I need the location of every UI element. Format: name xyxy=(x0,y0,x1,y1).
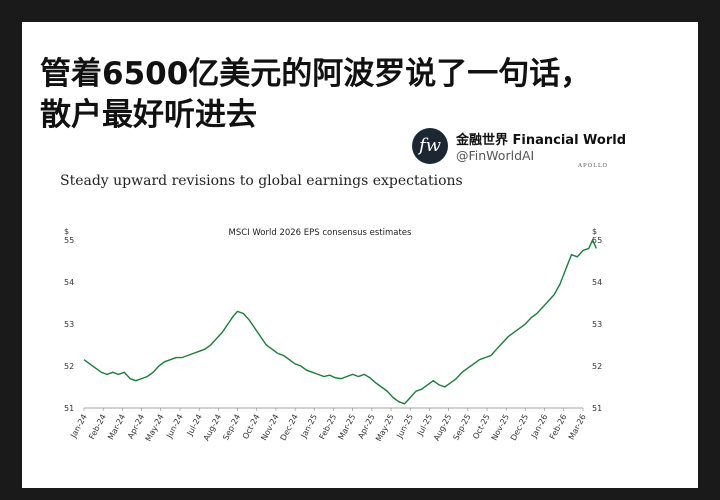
x-tick-label: Dec-25 xyxy=(509,413,530,442)
brand-label: APOLLO xyxy=(578,163,608,169)
x-tick-label: Oct-24 xyxy=(241,413,262,441)
post-headline: 管着6500亿美元的阿波罗说了一句话， 散户最好听进去 xyxy=(40,54,680,136)
y-unit-right: $ xyxy=(592,227,597,236)
x-tick-label: Nov-24 xyxy=(259,413,280,442)
x-tick-label: Jun-24 xyxy=(164,413,184,441)
y-tick-right: 54 xyxy=(592,278,602,287)
x-tick-label: Dec-24 xyxy=(279,413,300,442)
x-tick-label: Jan-25 xyxy=(299,413,319,441)
y-ticks-left: 51 52 53 54 55 xyxy=(64,236,74,413)
x-tick-label: Mar-26 xyxy=(567,413,588,442)
headline-line-1: 管着6500亿美元的阿波罗说了一句话， xyxy=(40,56,592,92)
x-tick-label: Mar-25 xyxy=(337,413,358,442)
x-tick-label: Apr-25 xyxy=(356,413,376,441)
y-ticks-right: 51 52 53 54 55 xyxy=(592,236,602,413)
y-tick-right: 55 xyxy=(592,236,602,245)
x-tick-label: Feb-25 xyxy=(318,413,339,441)
x-tick-label: Jan-24 xyxy=(68,413,88,441)
eps-chart: MSCI World 2026 EPS consensus estimates … xyxy=(64,227,602,443)
avatar[interactable]: fw xyxy=(412,128,448,164)
x-tick-label: Mar-24 xyxy=(106,413,127,442)
y-tick-left: 51 xyxy=(64,404,74,413)
y-tick-right: 53 xyxy=(592,320,602,329)
x-tick-label: May-25 xyxy=(374,413,396,443)
account-handle[interactable]: @FinWorldAI xyxy=(456,148,535,163)
x-tick-label: Jul-25 xyxy=(415,413,434,438)
y-tick-right: 51 xyxy=(592,404,602,413)
x-tick-label: Nov-25 xyxy=(490,413,511,442)
post-card: 管着6500亿美元的阿波罗说了一句话， 散户最好听进去 fw 金融世界 Fina… xyxy=(22,22,698,488)
y-tick-right: 52 xyxy=(592,362,602,371)
x-tick-label: Feb-26 xyxy=(548,413,569,441)
x-tick-label: May-24 xyxy=(144,413,166,443)
account-block[interactable]: fw 金融世界 Financial World @FinWorldAI xyxy=(412,126,682,170)
series-line xyxy=(83,238,598,405)
x-tick-label: Jul-24 xyxy=(185,413,204,438)
x-tick-label: Jun-25 xyxy=(395,413,415,441)
x-tick-label: Jan-26 xyxy=(529,413,549,441)
chart-title: Steady upward revisions to global earnin… xyxy=(60,173,463,189)
x-tick-label: Sep-25 xyxy=(451,413,472,442)
account-name[interactable]: 金融世界 Financial World xyxy=(456,133,627,148)
y-tick-left: 53 xyxy=(64,320,74,329)
y-tick-left: 52 xyxy=(64,362,74,371)
x-tick-label: Apr-24 xyxy=(126,413,146,441)
inner-chart-title: MSCI World 2026 EPS consensus estimates xyxy=(229,228,413,238)
x-tick-label: Feb-24 xyxy=(87,413,108,441)
x-tick-label: Sep-24 xyxy=(221,413,242,442)
headline-line-2: 散户最好听进去 xyxy=(40,97,257,133)
y-tick-left: 54 xyxy=(64,278,74,287)
y-tick-left: 55 xyxy=(64,236,74,245)
x-tick-label: Oct-25 xyxy=(471,413,492,441)
y-unit-left: $ xyxy=(64,227,69,236)
